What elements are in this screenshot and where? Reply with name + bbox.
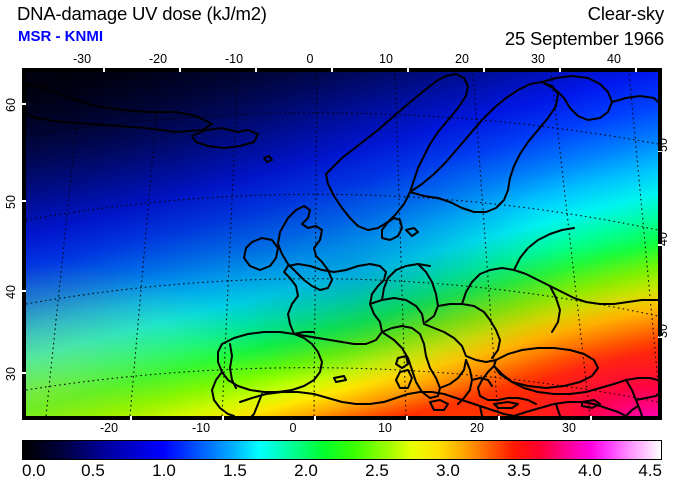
tick-top--10	[255, 68, 257, 72]
figure-title: DNA-damage UV dose (kJ/m2)	[17, 3, 267, 24]
axis-label-top--20: -20	[148, 52, 168, 66]
tick-top--30	[103, 68, 105, 72]
axis-label-top-0: 0	[306, 52, 314, 66]
colorbar-label-3.5: 3.5	[507, 461, 531, 480]
axis-label-top-30: 30	[531, 52, 545, 66]
axis-label-top-40: 40	[607, 52, 621, 66]
tick-right-50	[658, 150, 662, 152]
colorbar-gradient	[23, 441, 661, 459]
axis-label-left-40: 40	[3, 285, 18, 299]
tick-top--20	[179, 68, 181, 72]
axis-label-bottom-20: 20	[470, 421, 484, 435]
tick-top-0	[331, 68, 333, 72]
axis-label-bottom-0: 0	[289, 421, 297, 435]
tick-bottom--20	[130, 416, 132, 420]
axis-label-left-50: 50	[3, 195, 18, 209]
colorbar-label-0.0: 0.0	[22, 461, 46, 480]
sky-condition-label: Clear-sky	[587, 3, 665, 24]
axis-label-top-20: 20	[455, 52, 469, 66]
tick-left-30	[22, 372, 26, 374]
map-plot-area	[22, 68, 662, 420]
colorbar-label-2.0: 2.0	[294, 461, 318, 480]
axis-label-top--30: -30	[72, 52, 92, 66]
axis-label-right-30: 30	[656, 324, 670, 338]
colorbar	[22, 440, 662, 460]
tick-right-30	[658, 336, 662, 338]
colorbar-label-3.0: 3.0	[436, 461, 460, 480]
axis-label-bottom-30: 30	[562, 421, 576, 435]
tick-bottom--10	[222, 416, 224, 420]
axis-label-bottom--20: -20	[99, 421, 119, 435]
axis-label-top-10: 10	[379, 52, 393, 66]
tick-bottom-20	[498, 416, 500, 420]
axis-label-left-30: 30	[3, 367, 18, 381]
date-label: 25 September 1966	[504, 28, 664, 49]
colorbar-frame	[22, 440, 662, 460]
graticule	[26, 72, 658, 416]
tick-top-40	[635, 68, 637, 72]
colorbar-label-4.0: 4.0	[578, 461, 602, 480]
colorbar-label-0.5: 0.5	[81, 461, 105, 480]
axis-label-left-60: 60	[3, 98, 18, 112]
tick-left-50	[22, 200, 26, 202]
tick-bottom-30	[590, 416, 592, 420]
axis-label-right-50: 50	[656, 138, 670, 152]
colorbar-label-4.5: 4.5	[638, 461, 662, 480]
tick-top-30	[559, 68, 561, 72]
colorbar-label-2.5: 2.5	[365, 461, 389, 480]
tick-top-20	[483, 68, 485, 72]
map-frame	[22, 68, 662, 420]
colorbar-label-1.5: 1.5	[223, 461, 247, 480]
coastlines-and-borders	[26, 73, 658, 416]
colorbar-label-1.0: 1.0	[152, 461, 176, 480]
tick-top-10	[407, 68, 409, 72]
axis-label-bottom-10: 10	[378, 421, 392, 435]
tick-left-60	[22, 103, 26, 105]
tick-bottom-0	[314, 416, 316, 420]
source-label: MSR - KNMI	[18, 28, 103, 45]
map-raster	[26, 72, 658, 416]
tick-right-40	[658, 244, 662, 246]
axis-label-right-40: 40	[656, 232, 670, 246]
uv-dose-field	[26, 72, 658, 416]
axis-label-top--10: -10	[224, 52, 244, 66]
tick-left-40	[22, 290, 26, 292]
tick-bottom-10	[406, 416, 408, 420]
axis-label-bottom--10: -10	[191, 421, 211, 435]
